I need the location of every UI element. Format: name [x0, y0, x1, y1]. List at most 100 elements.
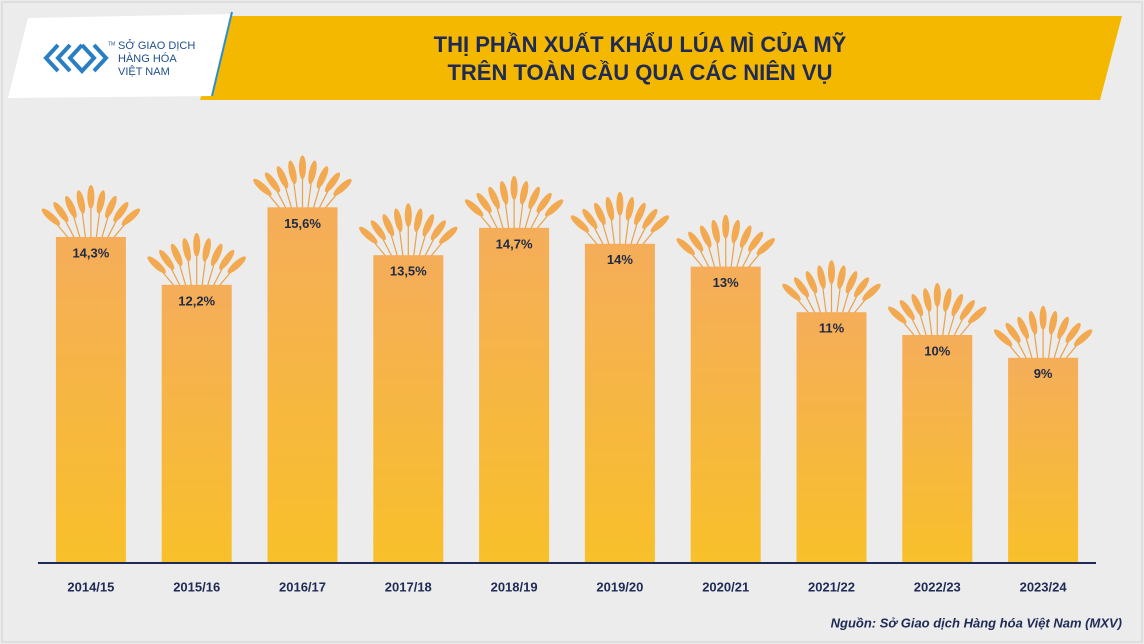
wheat-ear [899, 300, 915, 320]
wheat-ear [959, 300, 975, 320]
wheat-ear [476, 192, 492, 213]
wheat-ear [253, 178, 272, 196]
wheat-ear [711, 219, 720, 244]
wheat-ear [210, 243, 223, 266]
value-label: 14,7% [496, 236, 533, 251]
wheat-ear [359, 226, 378, 244]
wheat-ear [96, 190, 106, 214]
value-label: 13,5% [390, 264, 427, 279]
x-tick-label: 2020/21 [702, 579, 749, 594]
wheat-ear [676, 238, 695, 256]
wheat-ear [1039, 305, 1047, 330]
wheat-ear [943, 288, 952, 312]
wheat-decoration [464, 175, 564, 233]
wheat-ear [1017, 316, 1029, 339]
value-label: 9% [1034, 366, 1053, 381]
title-banner [200, 16, 1122, 100]
wheat-ear [911, 293, 924, 317]
wheat-ear [464, 199, 484, 217]
x-tick-label: 2023/24 [1020, 579, 1068, 594]
wheat-ear [625, 197, 635, 221]
wheat-ear [616, 191, 624, 216]
wheat-ear [594, 202, 606, 225]
x-tick-label: 2021/22 [808, 579, 855, 594]
wheat-ear [582, 208, 598, 229]
bar [1008, 357, 1079, 563]
wheat-ear [817, 265, 826, 289]
wheat-ear [828, 260, 835, 285]
wheat-ear [731, 219, 740, 244]
wheat-ear [370, 220, 386, 241]
wheat-ear [404, 203, 412, 228]
wheat-ear [394, 208, 403, 232]
wheat-ear [41, 208, 61, 226]
wheat-ear [219, 249, 235, 270]
logo-accent [211, 11, 233, 97]
wheat-ear [202, 238, 211, 262]
value-label: 11% [819, 321, 845, 336]
wheat-ear [951, 293, 964, 317]
wheat-ear [782, 283, 801, 301]
wheat-ear [805, 271, 818, 294]
wheat-ear [105, 195, 117, 219]
wheat-ear [113, 202, 129, 222]
x-tick-label: 2019/20 [596, 579, 643, 594]
wheat-ear [333, 178, 352, 196]
wheat-ear [1048, 311, 1058, 335]
bar [690, 266, 761, 563]
x-tick-label: 2016/17 [279, 579, 326, 594]
bar [796, 312, 867, 563]
wheat-decoration [359, 203, 458, 260]
wheat-ear [439, 226, 458, 244]
wheat-ear [888, 306, 907, 324]
wheat-ear [837, 265, 846, 289]
value-label: 10% [924, 343, 950, 358]
wheat-ear [182, 238, 191, 262]
wheat-ear [499, 181, 509, 205]
wheat-ear [570, 215, 590, 233]
wheat-ear [519, 181, 529, 205]
wheat-ear [316, 166, 329, 189]
chart-title: THỊ PHẦN XUẤT KHẨU LÚA MÌ CỦA MỸ [434, 32, 847, 57]
bar [161, 284, 232, 563]
wheat-ear [53, 202, 69, 222]
wheat-ear [422, 214, 435, 237]
wheat-ear [510, 175, 518, 200]
wheat-ear [688, 231, 704, 252]
x-tick-label: 2022/23 [914, 579, 961, 594]
wheat-ear [76, 190, 86, 214]
wheat-ear [308, 160, 317, 185]
bar [267, 207, 338, 563]
logo-tm: TM [108, 41, 115, 47]
x-tick-label: 2014/15 [67, 579, 114, 594]
wheat-ear [793, 277, 810, 298]
wheat-ear [488, 186, 500, 209]
logo-text: SỞ GIAO DỊCH [118, 39, 195, 52]
wheat-ear [382, 214, 395, 237]
wheat-ear [748, 231, 764, 252]
wheat-ear [414, 208, 423, 232]
bar [479, 227, 550, 563]
wheat-ear [1065, 322, 1081, 343]
bar [373, 255, 444, 563]
bar [55, 236, 126, 563]
wheat-ear [853, 277, 870, 298]
value-label: 14,3% [72, 245, 109, 260]
wheat-ear [933, 283, 941, 307]
value-label: 15,6% [284, 216, 321, 231]
wheat-ear [968, 306, 987, 324]
logo-icon [43, 43, 109, 74]
wheat-ear [264, 172, 281, 193]
logo-text: HÀNG HÓA [118, 52, 177, 65]
wheat-ear [993, 329, 1013, 347]
wheat-ear [862, 283, 881, 301]
wheat-ear [634, 202, 646, 225]
wheat-ear [65, 195, 77, 219]
wheat-ear [87, 184, 95, 209]
wheat-ear [121, 208, 141, 226]
wheat-ear [605, 197, 615, 221]
value-label: 14% [607, 252, 633, 267]
logo-box [8, 14, 232, 98]
wheat-ear [147, 256, 166, 274]
